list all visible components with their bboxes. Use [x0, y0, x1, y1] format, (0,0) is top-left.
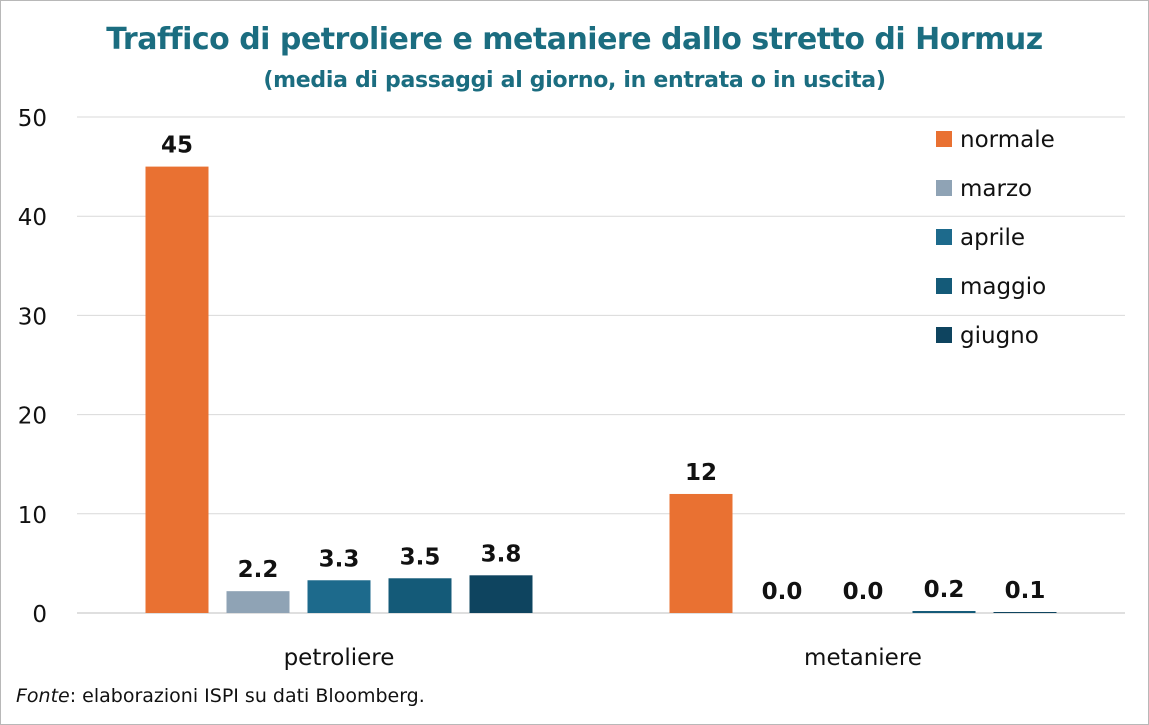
legend-label: giugno	[960, 323, 1039, 349]
data-label: 2.2	[238, 557, 279, 583]
source-text: : elaborazioni ISPI su dati Bloomberg.	[69, 685, 425, 707]
legend-label: marzo	[960, 176, 1032, 202]
bar	[145, 166, 209, 613]
bar	[226, 591, 290, 613]
legend-swatch	[936, 131, 952, 147]
data-label: 3.8	[481, 541, 522, 567]
data-label: 0.2	[924, 577, 965, 603]
data-label: 0.0	[843, 579, 884, 605]
bar	[669, 493, 733, 613]
legend-swatch	[936, 229, 952, 245]
x-category-label: petroliere	[284, 645, 395, 671]
legend-swatch	[936, 278, 952, 294]
data-label: 45	[161, 133, 193, 159]
legend-swatch	[936, 327, 952, 343]
x-category-label: metaniere	[804, 645, 922, 671]
y-tick-label: 30	[18, 304, 47, 330]
y-tick-label: 0	[32, 602, 47, 628]
y-tick-label: 50	[18, 106, 47, 132]
bar	[307, 580, 371, 613]
data-label: 0.1	[1005, 578, 1046, 604]
source-label: Fonte	[16, 685, 70, 707]
bar	[912, 611, 976, 613]
chart-subtitle: (media di passaggi al giorno, in entrata…	[263, 68, 886, 93]
y-tick-label: 20	[18, 404, 47, 430]
legend-label: aprile	[960, 225, 1025, 251]
legend-label: normale	[960, 127, 1055, 153]
bar	[469, 575, 533, 613]
y-tick-label: 10	[18, 503, 47, 529]
chart-title: Traffico di petroliere e metaniere dallo…	[106, 22, 1043, 57]
source-note: Fonte: elaborazioni ISPI su dati Bloombe…	[16, 685, 425, 707]
bar	[388, 578, 452, 613]
legend-label: maggio	[960, 274, 1046, 300]
y-tick-label: 40	[18, 205, 47, 231]
legend-swatch	[936, 180, 952, 196]
data-label: 0.0	[762, 579, 803, 605]
data-label: 12	[685, 460, 717, 486]
data-label: 3.5	[400, 544, 441, 570]
data-label: 3.3	[319, 546, 360, 572]
bar	[993, 612, 1057, 613]
